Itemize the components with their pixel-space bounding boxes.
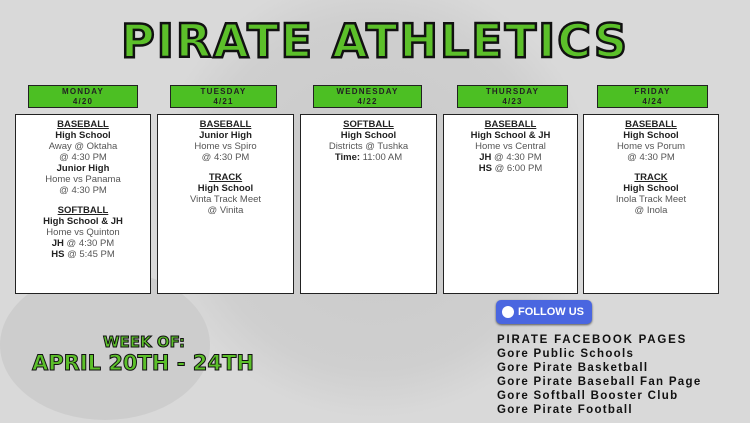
sport-title: BASEBALL [625,119,677,130]
day-name: WEDNESDAY [336,87,399,96]
event-prefix: JH [479,152,492,163]
facebook-page-link[interactable]: Gore Public Schools [497,348,635,360]
event-time: @ 4:30 PM [63,238,115,249]
day-date: 4/22 [357,97,378,106]
day-name: MONDAY [61,87,105,96]
level-label: High School [623,130,679,141]
event-time: @ 5:45 PM [64,249,115,260]
event-line: @ Vinita [207,205,244,216]
week-of-label: WEEK OF: [102,333,186,352]
event-line: @ Inola [634,205,668,216]
day-header-friday: FRIDAY 4/24 [597,85,708,108]
sport-title: BASEBALL [199,119,252,130]
sport-title: BASEBALL [57,119,109,130]
watermark-shape [0,270,210,420]
schedule-box-tuesday: BASEBALL Junior High Home vs Spiro @ 4:30 P… [157,114,294,294]
sport-title: BASEBALL [484,119,537,130]
level-label: High School [55,130,111,141]
day-name: TUESDAY [200,87,247,96]
facebook-page-link[interactable]: Gore Pirate Basketball [497,362,649,374]
event-line: @ 4:30 PM [201,152,250,163]
facebook-pages: PIRATE FACEBOOK PAGES Gore Public School… [497,333,742,417]
event-time: 11:00 AM [360,152,403,163]
event-line: Home vs Quinton [46,227,120,238]
level-label: Junior High [199,130,252,141]
day-date: 4/20 [72,97,94,106]
level-label: High School & JH [43,216,123,227]
schedule-box-friday: BASEBALL High School Home vs Porum @ 4:30 P… [583,114,719,294]
facebook-page-link[interactable]: Gore Softball Booster Club [497,390,679,402]
event-line: Time: 11:00 AM [301,152,436,163]
event-time: @ 4:30 PM [491,152,542,163]
spacer [158,163,293,172]
level-label: High School [623,183,679,194]
day-date: 4/21 [213,97,234,106]
facebook-page-link[interactable]: Gore Pirate Baseball Fan Page [497,376,702,388]
event-line: JH @ 4:30 PM [16,238,150,249]
facebook-heading: PIRATE FACEBOOK PAGES [497,334,688,346]
day-name: THURSDAY [485,87,540,96]
event-line: @ 4:30 PM [59,185,107,196]
event-line: HS @ 5:45 PM [16,249,150,260]
spacer [584,163,718,172]
event-line: Inola Track Meet [615,194,687,205]
sport-title: SOFTBALL [57,205,109,216]
event-line: JH @ 4:30 PM [444,152,577,163]
level-label: High School [340,130,397,141]
day-name: FRIDAY [634,87,671,96]
event-line: Districts @ Tushka [328,141,409,152]
sport-title: TRACK [634,172,668,183]
facebook-page-link[interactable]: Gore Pirate Football [497,404,633,416]
level-label: High School & JH [470,130,551,141]
schedule-box-monday: BASEBALL High School Away @ Oktaha @ 4:30 P… [15,114,151,294]
level-label: Junior High [56,163,110,174]
day-header-thursday: THURSDAY 4/23 [457,85,568,108]
event-line: HS @ 6:00 PM [444,163,577,174]
sport-title: TRACK [208,172,243,183]
event-line: Away @ Oktaha [48,141,118,152]
day-header-tuesday: TUESDAY 4/21 [170,85,277,108]
day-date: 4/24 [642,97,663,106]
event-time: @ 6:00 PM [491,163,543,174]
event-line: @ 4:30 PM [59,152,107,163]
week-range: APRIL 20TH - 24TH [32,351,255,376]
follow-us-label: FOLLOW US [518,306,584,318]
event-line: Home vs Spiro [194,141,257,152]
event-prefix: HS [478,163,492,174]
day-date: 4/23 [502,97,523,106]
event-line: Home vs Panama [45,174,121,185]
event-line: Vinta Track Meet [189,194,262,205]
schedule-box-thursday: BASEBALL High School & JH Home vs Central J… [443,114,578,294]
event-line: Home vs Porum [616,141,686,152]
event-line: Home vs Central [475,141,546,152]
event-prefix: Time: [334,152,361,163]
level-label: High School [197,183,254,194]
event-line: @ 4:30 PM [627,152,675,163]
day-header-wednesday: WEDNESDAY 4/22 [313,85,422,108]
follow-us-button[interactable]: FOLLOW US [496,300,592,324]
event-prefix: HS [51,249,65,260]
page-title: PIRATE ATHLETICS [120,13,629,70]
schedule-box-wednesday: SOFTBALL High School Districts @ Tushka Tim… [300,114,437,294]
event-prefix: JH [51,238,64,249]
circle-icon [502,306,514,318]
sport-title: SOFTBALL [343,119,394,130]
day-header-monday: MONDAY 4/20 [28,85,138,108]
spacer [16,196,150,205]
